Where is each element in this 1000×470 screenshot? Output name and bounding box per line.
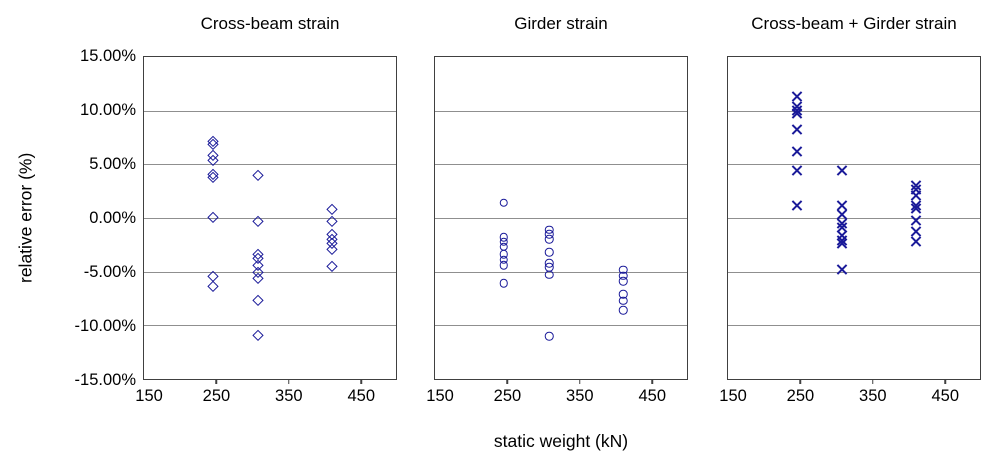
- panel-title-cross-beam-plus-girder-strain: Cross-beam + Girder strain: [751, 14, 957, 33]
- x-axis-title: static weight (kN): [493, 431, 629, 451]
- gridline: [144, 110, 396, 112]
- x-tick-mark: [288, 379, 290, 384]
- data-point-x-marker: [910, 236, 922, 248]
- x-tick-mark: [360, 379, 362, 384]
- x-tick-mark: [215, 379, 218, 384]
- x-tick-label: 250: [493, 387, 522, 405]
- data-point-circle-marker: [545, 270, 554, 280]
- gridline: [435, 164, 687, 166]
- panel-cross-beam-strain: Cross-beam strain 150 250 350 450: [135, 14, 397, 404]
- data-point-x-marker: [791, 108, 803, 120]
- x-tick-label: 150: [719, 387, 747, 405]
- data-point-diamond-marker: [253, 329, 264, 341]
- plot-area-girder-strain: 150 250 350 450: [426, 56, 688, 404]
- panel-girder-strain: Girder strain 150 250 350 450: [426, 14, 688, 404]
- data-point-diamond-marker: [326, 204, 338, 215]
- panel-title-cross-beam-strain: Cross-beam strain: [200, 14, 340, 33]
- gridline: [728, 218, 980, 219]
- x-tick-label: 350: [566, 387, 594, 405]
- x-tick-label: 250: [786, 387, 815, 405]
- data-point-circle-marker: [499, 260, 509, 270]
- panel-cross-beam-plus-girder-strain: Cross-beam + Girder strain 150 250 350 450: [719, 14, 981, 404]
- y-tick-label: -15.00%: [74, 370, 136, 389]
- data-point-diamond-marker: [207, 280, 219, 291]
- gridline: [435, 218, 687, 219]
- data-point-x-marker: [910, 202, 922, 214]
- x-tick-mark: [579, 379, 581, 384]
- data-point-x-marker: [791, 199, 803, 211]
- data-point-circle-marker: [619, 296, 628, 305]
- data-point-x-marker: [791, 124, 803, 136]
- x-tick-label: 150: [426, 387, 454, 405]
- data-point-circle-marker: [499, 198, 509, 208]
- data-point-x-marker: [791, 165, 803, 177]
- data-point-circle-marker: [545, 331, 554, 341]
- x-tick-mark: [872, 379, 874, 384]
- data-point-x-marker: [836, 238, 848, 250]
- y-tick-label: -10.00%: [74, 316, 136, 335]
- y-tick-label: 0.00%: [89, 208, 136, 227]
- gridline: [144, 164, 396, 166]
- y-tick-label: 15.00%: [80, 46, 136, 65]
- data-point-diamond-marker: [253, 294, 264, 305]
- x-tick-label: 150: [135, 387, 163, 405]
- gridline: [435, 325, 687, 327]
- gridline: [144, 325, 396, 327]
- y-tick-label: 10.00%: [80, 100, 136, 119]
- plot-area-cross-beam-strain: 150 250 350 450: [135, 56, 397, 404]
- data-point-circle-marker: [619, 306, 628, 315]
- data-point-diamond-marker: [207, 211, 219, 223]
- data-point-diamond-marker: [253, 272, 264, 284]
- data-point-diamond-marker: [253, 169, 264, 181]
- x-tick-mark: [799, 379, 802, 384]
- gridline: [728, 325, 980, 327]
- gridline: [144, 218, 396, 219]
- data-point-x-marker: [910, 214, 922, 226]
- gridline: [144, 271, 396, 273]
- data-point-circle-marker: [619, 277, 628, 286]
- x-tick-label: 250: [202, 387, 231, 405]
- y-tick-label: 5.00%: [89, 154, 136, 173]
- x-tick-label: 450: [638, 387, 666, 405]
- x-tick-label: 350: [859, 387, 887, 405]
- y-tick-label: -5.00%: [83, 262, 136, 281]
- y-axis-tick-labels: 15.00% 10.00% 5.00% 0.00% -5.00% -10.00% -15.0…: [0, 48, 136, 388]
- data-point-x-marker: [791, 145, 803, 157]
- x-tick-label: 450: [347, 387, 375, 405]
- x-tick-label: 350: [275, 387, 303, 405]
- x-tick-label: 450: [931, 387, 959, 405]
- data-point-circle-marker: [545, 248, 554, 257]
- gridline: [728, 271, 980, 273]
- data-point-x-marker: [836, 165, 848, 177]
- gridline: [728, 110, 980, 112]
- data-point-circle-marker: [545, 235, 554, 244]
- data-point-x-marker: [836, 264, 848, 276]
- plot-area-cross-beam-plus-girder-strain: 150 250 350 450: [719, 56, 981, 404]
- panel-title-girder-strain: Girder strain: [514, 14, 608, 33]
- x-tick-mark: [651, 379, 653, 384]
- data-point-diamond-marker: [326, 243, 338, 255]
- data-point-circle-marker: [499, 279, 509, 288]
- gridline: [435, 110, 687, 112]
- data-point-diamond-marker: [326, 260, 338, 272]
- gridline: [435, 271, 687, 273]
- gridline: [728, 164, 980, 166]
- x-tick-mark: [506, 379, 509, 384]
- x-tick-mark: [944, 379, 946, 384]
